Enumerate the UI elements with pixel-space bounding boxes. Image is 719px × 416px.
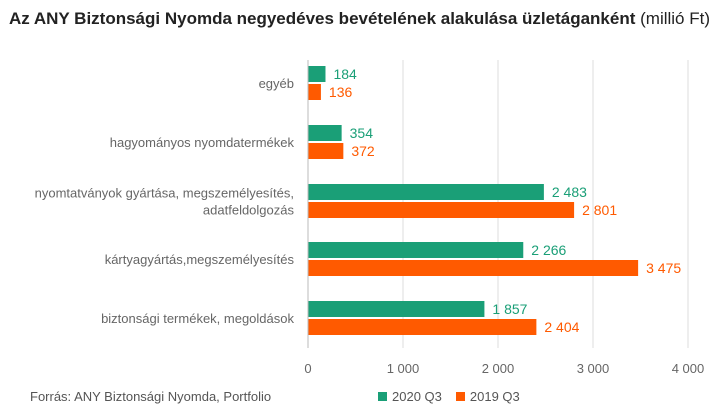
data-label: 2 404 <box>544 319 579 335</box>
source-note: Forrás: ANY Biztonsági Nyomda, Portfolio <box>30 389 272 404</box>
chart-title: Az ANY Biztonsági Nyomda negyedéves bevé… <box>0 8 719 29</box>
category-label: biztonsági termékek, megoldások <box>101 311 294 326</box>
data-label: 3 475 <box>646 260 681 276</box>
x-tick-label: 2 000 <box>482 361 515 376</box>
category-label: egyéb <box>259 76 294 91</box>
category-label: kártyagyártás,megszemélyesítés <box>105 252 295 267</box>
data-label: 354 <box>350 125 374 141</box>
bar-2020-q3 <box>308 301 485 317</box>
data-label: 2 266 <box>531 242 566 258</box>
bar-2019-q3 <box>308 319 537 335</box>
data-label: 372 <box>351 143 375 159</box>
legend: 2020 Q3 2019 Q3 <box>378 389 520 404</box>
x-tick-label: 4 000 <box>672 361 705 376</box>
x-tick-label: 3 000 <box>577 361 610 376</box>
bar-2020-q3 <box>308 66 326 82</box>
bar-2020-q3 <box>308 184 544 200</box>
bar-2020-q3 <box>308 125 342 141</box>
category-label: nyomtatványok gyártása, megszemélyesítés… <box>35 186 294 201</box>
data-label: 2 801 <box>582 202 617 218</box>
bar-2019-q3 <box>308 260 639 276</box>
x-tick-label: 1 000 <box>387 361 420 376</box>
legend-swatch-2019 <box>455 392 465 401</box>
bar-2019-q3 <box>308 143 344 159</box>
data-label: 184 <box>333 66 357 82</box>
data-label: 2 483 <box>552 184 587 200</box>
legend-swatch-2020 <box>378 392 387 401</box>
bar-2019-q3 <box>308 84 321 100</box>
category-label: adatfeldolgozás <box>203 203 295 218</box>
chart-title-main: Az ANY Biztonsági Nyomda negyedéves bevé… <box>8 9 636 28</box>
legend-item-2020: 2020 Q3 <box>378 389 442 404</box>
legend-label-2020: 2020 Q3 <box>392 389 442 404</box>
category-label: hagyományos nyomdatermékek <box>110 135 295 150</box>
bar-2020-q3 <box>308 242 524 258</box>
chart-title-unit: (millió Ft) <box>640 9 711 28</box>
legend-label-2019: 2019 Q3 <box>469 389 520 404</box>
legend-item-2019: 2019 Q3 <box>455 389 520 404</box>
x-tick-label: 0 <box>304 361 311 376</box>
data-label: 136 <box>329 84 353 100</box>
data-label: 1 857 <box>492 301 527 317</box>
bar-2019-q3 <box>308 202 575 218</box>
